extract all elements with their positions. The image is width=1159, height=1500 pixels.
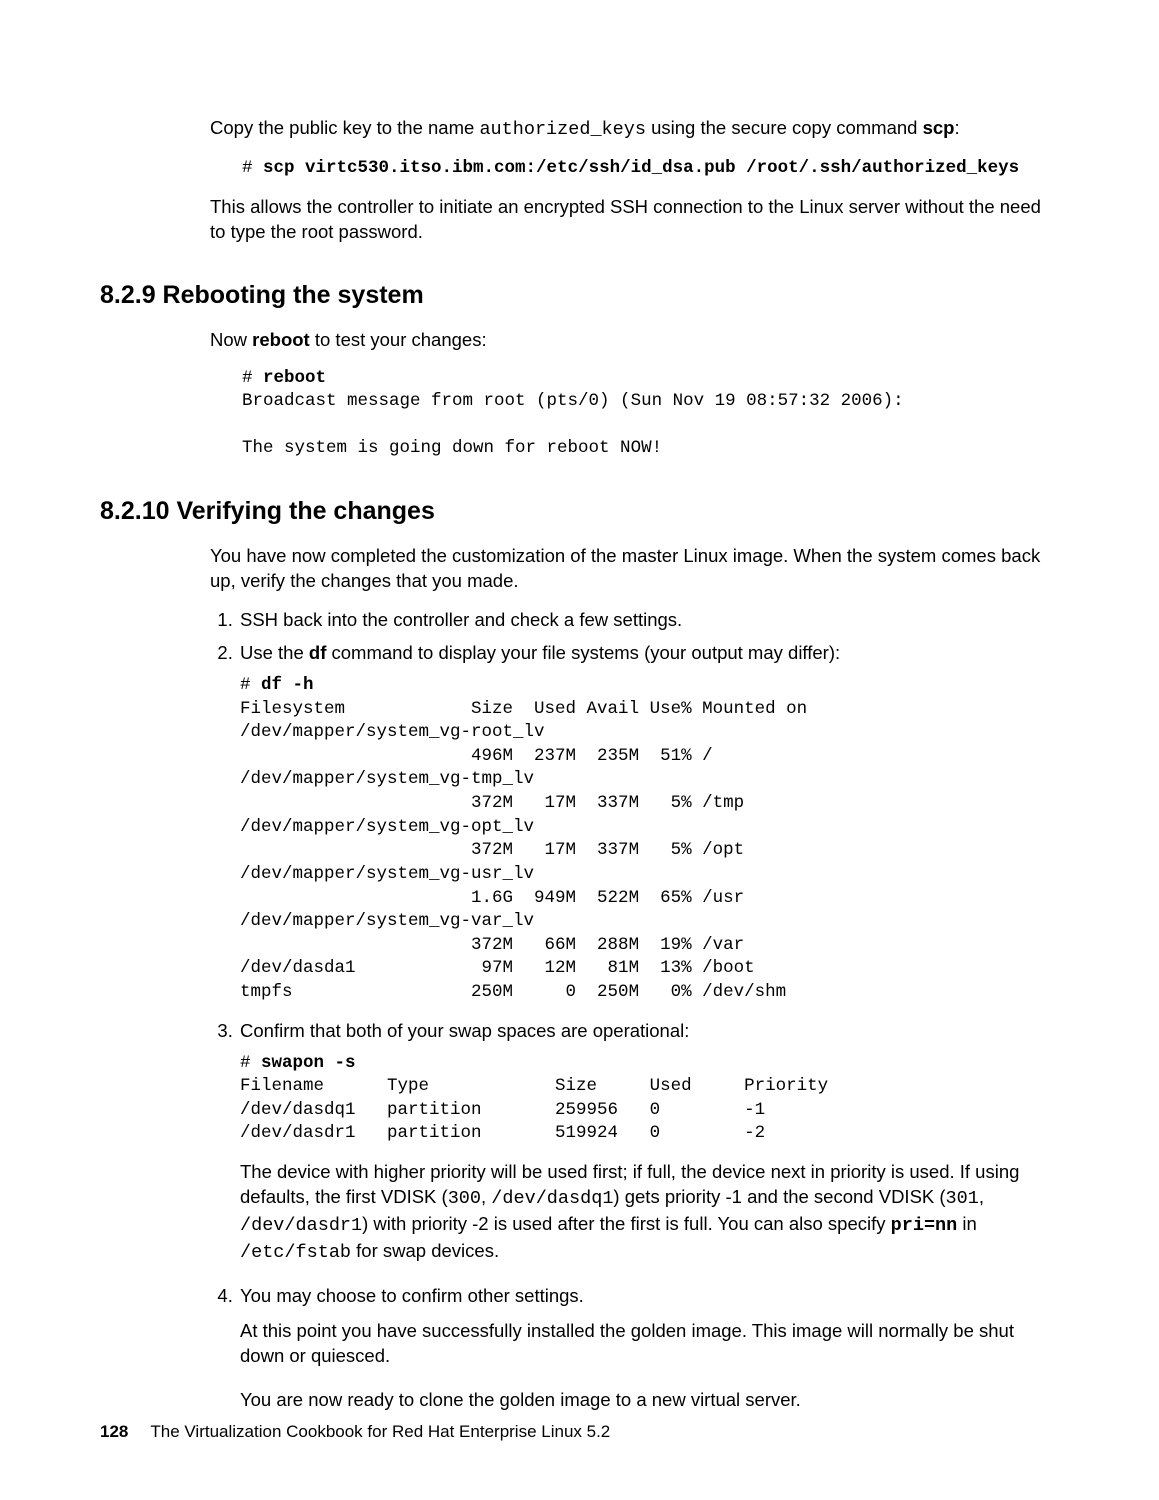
- text: command to display your file systems (yo…: [326, 642, 840, 663]
- s829-p1: Now reboot to test your changes:: [210, 328, 1059, 353]
- text: ,: [979, 1186, 984, 1207]
- footer-title: The Virtualization Cookbook for Red Hat …: [150, 1422, 610, 1441]
- section-8210-body: You have now completed the customization…: [210, 544, 1059, 1413]
- text: ,: [481, 1186, 491, 1207]
- swap-explain: The device with higher priority will be …: [240, 1160, 1059, 1266]
- step-4: You may choose to confirm other settings…: [238, 1284, 1059, 1412]
- step-3: Confirm that both of your swap spaces ar…: [238, 1019, 1059, 1266]
- text: Copy the public key to the name: [210, 117, 479, 138]
- code-inline: 300: [448, 1188, 481, 1209]
- text: Now: [210, 329, 252, 350]
- text: using the secure copy command: [646, 117, 923, 138]
- bold-code-inline: pri=nn: [891, 1215, 958, 1236]
- text: :: [954, 117, 959, 138]
- step-1: SSH back into the controller and check a…: [238, 608, 1059, 633]
- heading-8210: 8.2.10 Verifying the changes: [100, 497, 1059, 526]
- intro-p1: Copy the public key to the name authoriz…: [210, 116, 1059, 143]
- step1-text: SSH back into the controller and check a…: [240, 609, 682, 630]
- step4-p2: You are now ready to clone the golden im…: [240, 1388, 1059, 1413]
- s8210-p1: You have now completed the customization…: [210, 544, 1059, 594]
- heading-829: 8.2.9 Rebooting the system: [100, 281, 1059, 310]
- code-inline: /dev/dasdq1: [491, 1188, 613, 1209]
- intro-block: Copy the public key to the name authoriz…: [210, 116, 1059, 245]
- scp-command: # scp virtc530.itso.ibm.com:/etc/ssh/id_…: [242, 157, 1059, 181]
- swapon-output: # swapon -s Filename Type Size Used Prio…: [240, 1052, 1059, 1147]
- command-bold: scp virtc530.itso.ibm.com:/etc/ssh/id_ds…: [263, 158, 1019, 178]
- text: ) gets priority -1 and the second VDISK …: [613, 1186, 945, 1207]
- text: Use the: [240, 642, 309, 663]
- step4-text: You may choose to confirm other settings…: [240, 1285, 584, 1306]
- step-2: Use the df command to display your file …: [238, 641, 1059, 1005]
- intro-p2: This allows the controller to initiate a…: [210, 195, 1059, 245]
- step4-p1: At this point you have successfully inst…: [240, 1319, 1059, 1369]
- code-inline: 301: [946, 1188, 979, 1209]
- steps-list: SSH back into the controller and check a…: [210, 608, 1059, 1413]
- code-inline: authorized_keys: [479, 119, 646, 140]
- page-footer: 128 The Virtualization Cookbook for Red H…: [100, 1422, 610, 1442]
- reboot-output: # reboot Broadcast message from root (pt…: [242, 367, 1059, 462]
- bold-inline: reboot: [252, 329, 310, 350]
- step3-text: Confirm that both of your swap spaces ar…: [240, 1020, 689, 1041]
- code-inline: /etc/fstab: [240, 1242, 351, 1263]
- section-829-body: Now reboot to test your changes: # reboo…: [210, 328, 1059, 461]
- page-number: 128: [100, 1422, 128, 1441]
- bold-inline: scp: [923, 117, 955, 138]
- code-inline: /dev/dasdr1: [240, 1215, 362, 1236]
- text: to test your changes:: [310, 329, 487, 350]
- bold-inline: df: [309, 642, 326, 663]
- df-output: # df -h Filesystem Size Used Avail Use% …: [240, 674, 1059, 1005]
- text: ) with priority -2 is used after the fir…: [362, 1213, 891, 1234]
- prompt: #: [242, 158, 263, 178]
- page: Copy the public key to the name authoriz…: [0, 0, 1159, 1500]
- text: for swap devices.: [351, 1240, 499, 1261]
- text: in: [957, 1213, 977, 1234]
